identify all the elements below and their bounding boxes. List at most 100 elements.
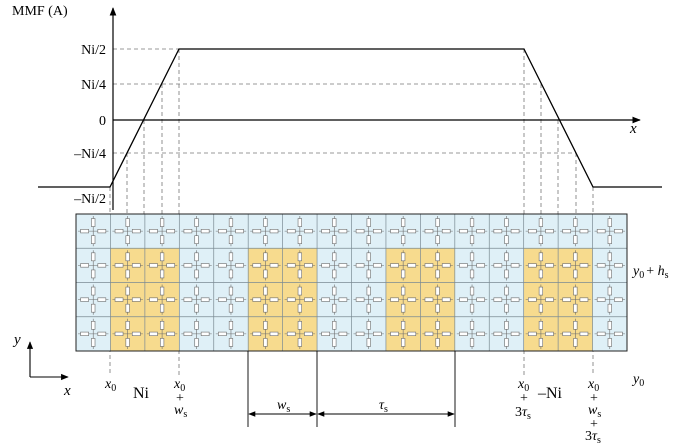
resistor (459, 229, 468, 234)
resistor (476, 331, 485, 336)
resistor (332, 338, 337, 347)
resistor (607, 338, 612, 347)
position-labels: x0 Ni x0 + ws x0 + 3τs –Ni x0 + ws + 3τs (104, 377, 601, 444)
label-ni-pos: Ni (133, 385, 150, 402)
resistor (338, 331, 348, 336)
resistor (131, 229, 141, 234)
grid-lines (76, 214, 627, 351)
resistor (263, 321, 268, 330)
resistor (538, 338, 544, 347)
label-x0-ws: x0 + ws (173, 377, 189, 420)
resistor (297, 338, 302, 347)
resistor (80, 331, 89, 336)
resistor (114, 331, 124, 336)
resistor (286, 229, 296, 234)
resistor (114, 263, 124, 268)
resistor (504, 286, 509, 296)
x-axis-label: x (629, 121, 637, 137)
tick-mni4: –Ni/4 (73, 147, 106, 162)
resistor (441, 263, 451, 268)
resistor (159, 286, 165, 296)
resistor (149, 331, 158, 336)
resistor (194, 286, 199, 296)
resistor (297, 303, 302, 313)
resistor (332, 286, 337, 296)
resistor (401, 286, 406, 296)
resistor (390, 263, 399, 268)
resistor (527, 331, 537, 336)
resistor (562, 297, 572, 302)
resistor (297, 235, 302, 244)
resistor (80, 297, 89, 302)
resistor (435, 338, 440, 347)
resistor (435, 269, 440, 279)
resistor (493, 331, 503, 336)
resistor (407, 263, 417, 268)
resistor (200, 331, 210, 336)
resistor (476, 263, 485, 268)
resistor (91, 218, 96, 227)
resistor (235, 263, 244, 268)
resistor (355, 297, 365, 302)
resistor (166, 263, 176, 268)
resistor (510, 229, 520, 234)
resistor (504, 235, 509, 244)
resistor (97, 331, 107, 336)
resistor (91, 303, 96, 313)
resistor-network (78, 216, 625, 349)
resistor (401, 321, 406, 330)
resistor (527, 263, 537, 268)
resistor (269, 263, 279, 268)
resistor (366, 303, 371, 313)
resistor (91, 321, 96, 330)
resistor (218, 263, 227, 268)
resistor (263, 252, 268, 262)
tick-ni4: Ni/4 (81, 78, 106, 93)
resistor (252, 263, 262, 268)
label-ni-neg: –Ni (537, 385, 563, 402)
resistor (332, 303, 337, 313)
resistor (562, 229, 572, 234)
resistor (435, 321, 440, 330)
resistor (200, 297, 210, 302)
resistor (614, 263, 623, 268)
resistor (373, 297, 382, 302)
resistor (200, 263, 210, 268)
resistor (218, 331, 227, 336)
resistor (183, 229, 193, 234)
resistor (263, 338, 268, 347)
resistor (562, 263, 572, 268)
resistor (297, 218, 302, 227)
resistor (269, 297, 279, 302)
resistor (441, 331, 451, 336)
resistor (401, 235, 406, 244)
resistor (125, 321, 130, 330)
resistor (321, 229, 330, 234)
resistor (183, 331, 193, 336)
resistor (493, 229, 503, 234)
resistor (80, 263, 89, 268)
resistor (228, 252, 234, 262)
resistor (596, 331, 606, 336)
resistor (97, 263, 107, 268)
resistor (510, 263, 520, 268)
dimension-markers: ws τs (247, 351, 456, 427)
resistor (338, 263, 348, 268)
resistor (228, 338, 234, 347)
right-labels: y0 + hs y0 (631, 264, 669, 389)
coord-y-label: y (12, 332, 21, 348)
resistor (373, 229, 382, 234)
resistor (573, 218, 578, 227)
resistor (332, 218, 337, 227)
resistor (441, 229, 451, 234)
resistor (435, 303, 440, 313)
resistor (390, 331, 399, 336)
resistor (562, 331, 572, 336)
resistor (573, 338, 578, 347)
resistor (407, 229, 417, 234)
resistor (125, 252, 130, 262)
tick-mni2: –Ni/2 (73, 192, 106, 207)
resistor (401, 269, 406, 279)
resistor (401, 252, 406, 262)
